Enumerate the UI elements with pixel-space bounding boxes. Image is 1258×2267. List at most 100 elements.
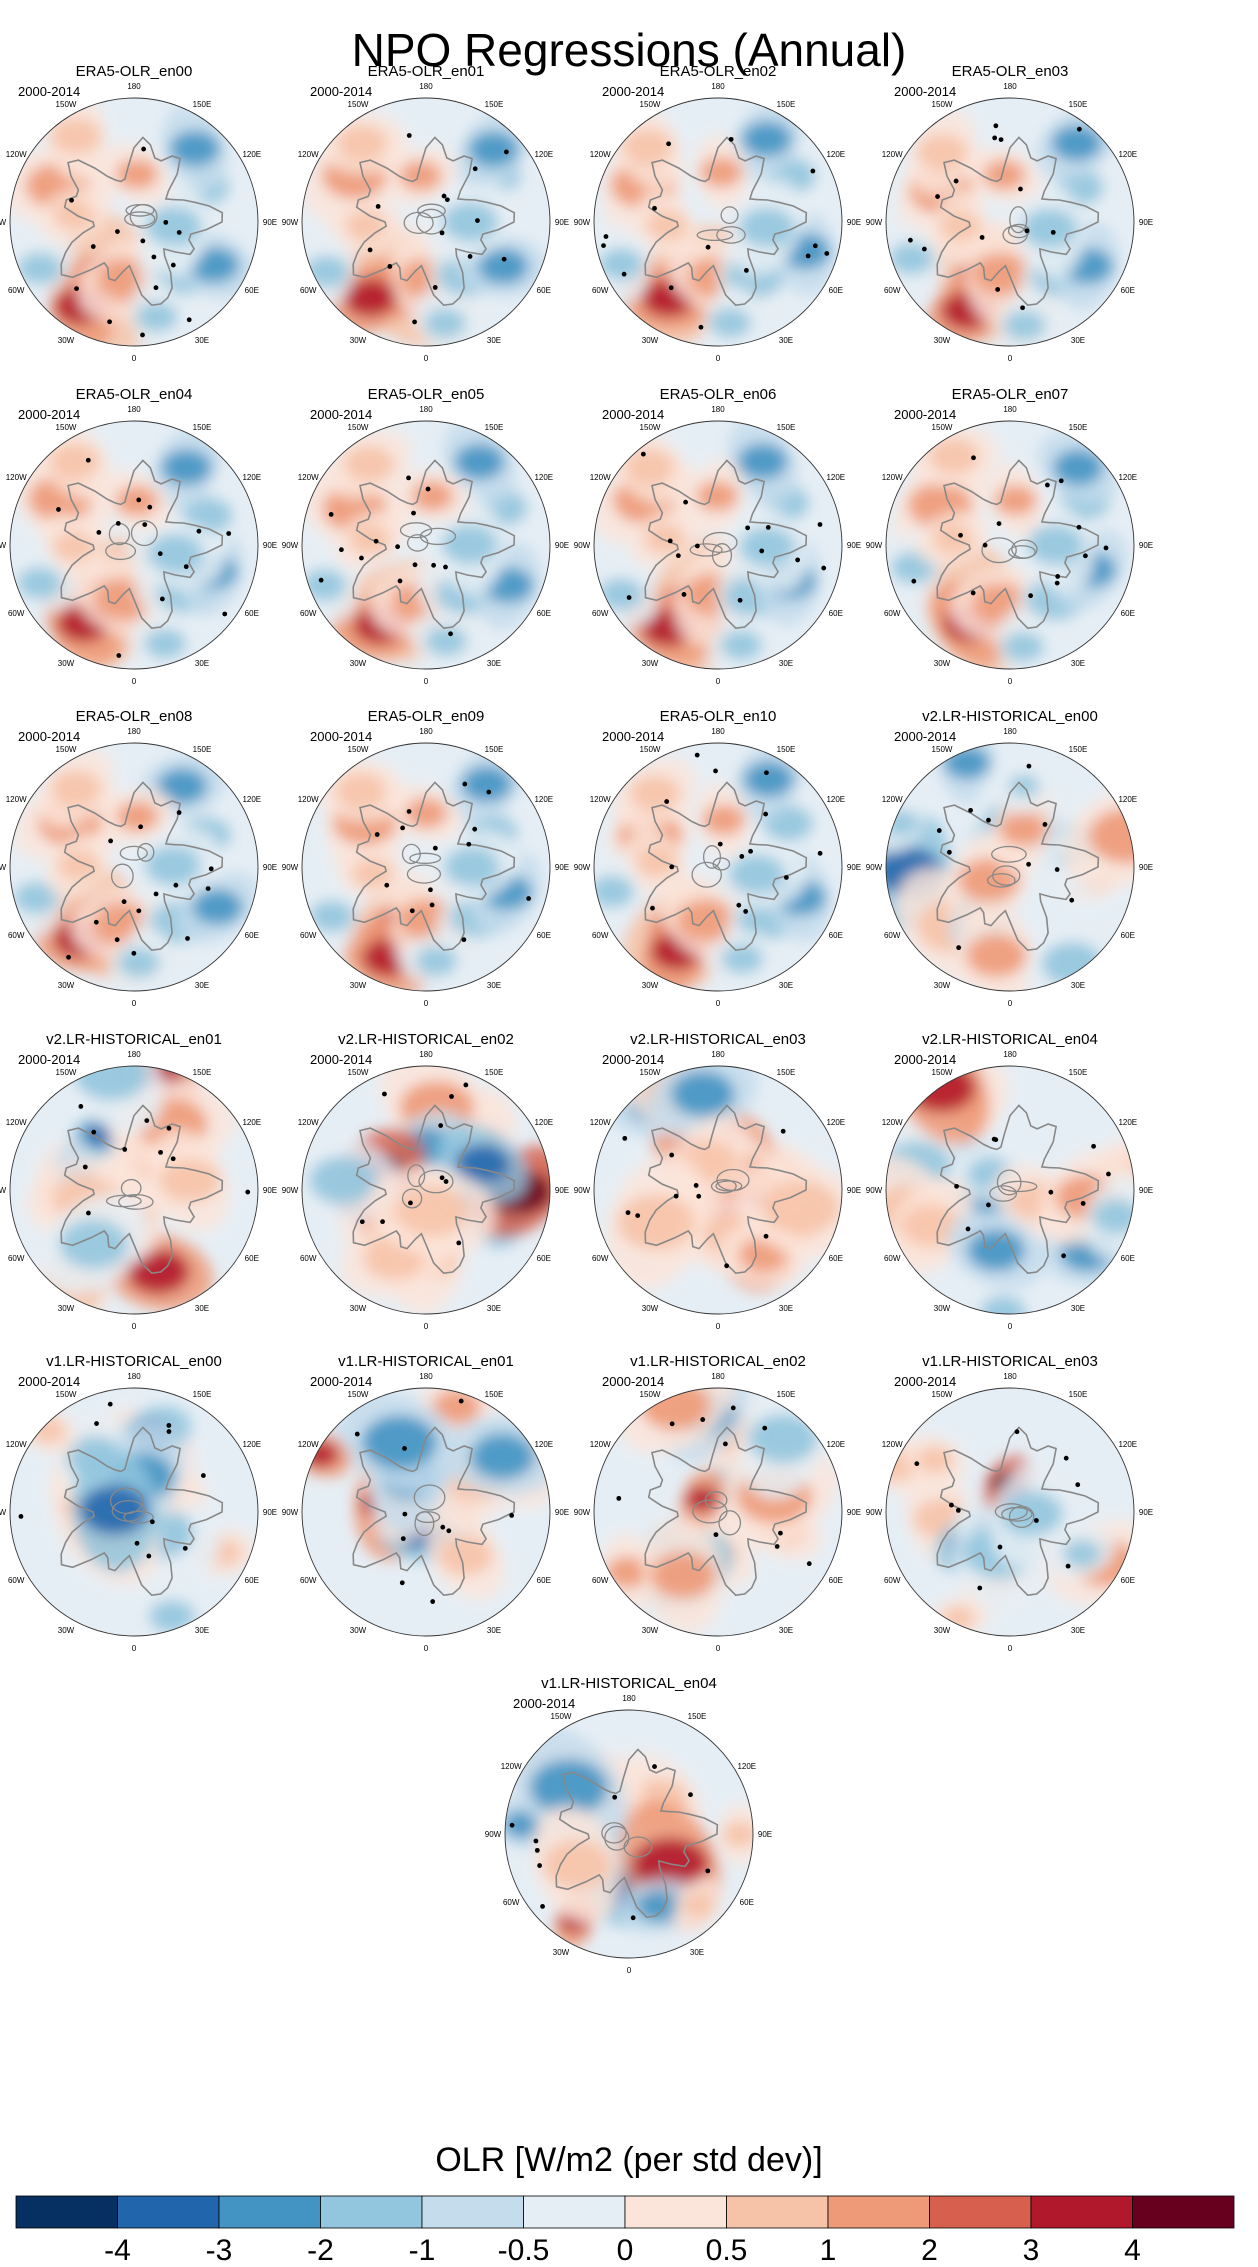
longitude-label: 30E — [195, 1304, 209, 1313]
longitude-label: 30E — [487, 659, 501, 668]
colorbar-tick-label: -3 — [206, 2234, 233, 2267]
longitude-label: 30E — [779, 981, 793, 990]
significance-dot — [412, 562, 418, 568]
longitude-label: 150W — [932, 1390, 953, 1399]
significance-dot — [935, 194, 940, 199]
map-boundary — [9, 97, 259, 347]
coastline-island — [718, 1510, 742, 1536]
longitude-label: 30W — [934, 659, 951, 668]
longitude-label: 150E — [688, 1712, 707, 1721]
significance-dot — [354, 1431, 360, 1437]
significance-dot — [245, 1189, 251, 1195]
longitude-label: 120E — [534, 473, 553, 482]
panel-field — [594, 98, 842, 346]
longitude-label: 0 — [1008, 677, 1013, 686]
map-boundary — [593, 97, 843, 347]
anomaly-core — [738, 207, 795, 248]
panel-title: ERA5-OLR_en07 — [952, 386, 1069, 403]
longitude-label: 60W — [884, 1254, 901, 1263]
significance-dot — [93, 919, 99, 925]
anomaly-core — [442, 202, 499, 243]
longitude-label: 90E — [263, 541, 277, 550]
map-panel: ERA5-OLR_en03 2000-2014 180 150E 120E 90E 60E 3… — [866, 63, 1153, 363]
significance-dot — [705, 244, 711, 250]
significance-dot — [666, 141, 671, 147]
significance-dot — [461, 937, 467, 943]
longitude-label: 120E — [242, 795, 261, 804]
longitude-label: 90W — [574, 218, 591, 227]
longitude-label: 120E — [737, 1762, 756, 1771]
anomaly-core — [886, 810, 919, 836]
anomaly-core — [438, 1535, 493, 1575]
coastline-island — [419, 527, 457, 546]
map-panel: ERA5-OLR_en07 2000-2014 180 150E 120E 90E 60E 3… — [866, 386, 1153, 686]
longitude-label: 0 — [424, 1644, 429, 1653]
colorbar-tick-label: -1 — [409, 2234, 436, 2267]
significance-dot — [153, 891, 159, 897]
anomaly-core — [52, 531, 95, 562]
significance-dot — [509, 1512, 515, 1518]
panel-period: 2000-2014 — [18, 1052, 80, 1067]
anomaly-core — [1052, 449, 1104, 486]
coastline-island — [691, 861, 722, 888]
significance-dot — [443, 564, 448, 570]
coastline-island — [399, 522, 433, 539]
significance-dot — [82, 1164, 88, 1170]
longitude-label: 180 — [711, 1050, 725, 1059]
significance-dot — [982, 542, 988, 548]
longitude-label: 150W — [348, 1390, 369, 1399]
colorbar-tick-label: -0.5 — [498, 2234, 550, 2267]
anomaly-core — [650, 1551, 716, 1599]
panel-period: 2000-2014 — [310, 729, 372, 744]
significance-dot — [463, 1082, 469, 1088]
longitude-label: 120W — [590, 150, 611, 159]
panel-field — [10, 1066, 258, 1314]
colorbar-tick-label: 0 — [617, 2234, 634, 2267]
longitude-label: 0 — [1008, 999, 1013, 1008]
longitude-label: 30W — [642, 981, 659, 990]
anomaly-core — [1051, 125, 1102, 162]
significance-dot — [121, 899, 127, 905]
longitude-label: 0 — [627, 1966, 632, 1975]
longitude-label: 60E — [245, 1254, 259, 1263]
significance-dot — [140, 238, 146, 244]
anomaly-core — [643, 523, 686, 554]
significance-dot — [425, 486, 431, 492]
significance-dot — [431, 562, 437, 568]
longitude-label: 60W — [884, 609, 901, 618]
significance-dot — [1050, 229, 1056, 235]
significance-dot — [122, 1147, 128, 1152]
coastline — [644, 1104, 808, 1275]
map-boundary — [593, 420, 843, 670]
colorbar-box — [15, 2195, 118, 2229]
longitude-label: 150W — [56, 423, 77, 432]
significance-dot — [406, 809, 412, 814]
longitude-label: 180 — [419, 1372, 433, 1381]
coastline — [60, 1104, 224, 1275]
anomaly-core — [17, 252, 63, 285]
map-boundary — [301, 1065, 551, 1315]
anomaly-field — [886, 1066, 1134, 1314]
longitude-label: 60E — [245, 609, 259, 618]
map-panel: v2.LR-HISTORICAL_en01 2000-2014 180 150E 120… — [0, 1031, 277, 1331]
longitude-label: 150E — [485, 745, 504, 754]
significance-dot — [1024, 228, 1030, 234]
panel-field — [302, 1388, 550, 1636]
panel-grid: ERA5-OLR_en00 2000-2014 180 150E 120E 90E 60E 3… — [0, 63, 1153, 1975]
anomaly-core — [762, 1180, 839, 1236]
panel-field — [886, 98, 1134, 346]
longitude-label: 30E — [690, 1948, 704, 1957]
longitude-label: 90W — [574, 541, 591, 550]
significance-dot — [730, 1405, 736, 1411]
longitude-label: 150W — [640, 100, 661, 109]
map-boundary — [301, 97, 551, 347]
significance-dot — [1065, 1563, 1071, 1569]
longitude-label: 150W — [56, 745, 77, 754]
significance-dot — [668, 285, 674, 291]
longitude-label: 90W — [282, 863, 299, 872]
anomaly-core — [159, 1159, 220, 1203]
significance-dot — [1106, 1171, 1111, 1177]
significance-dot — [200, 1473, 206, 1478]
longitude-label: 120W — [882, 150, 903, 159]
anomaly-core — [1002, 631, 1045, 662]
